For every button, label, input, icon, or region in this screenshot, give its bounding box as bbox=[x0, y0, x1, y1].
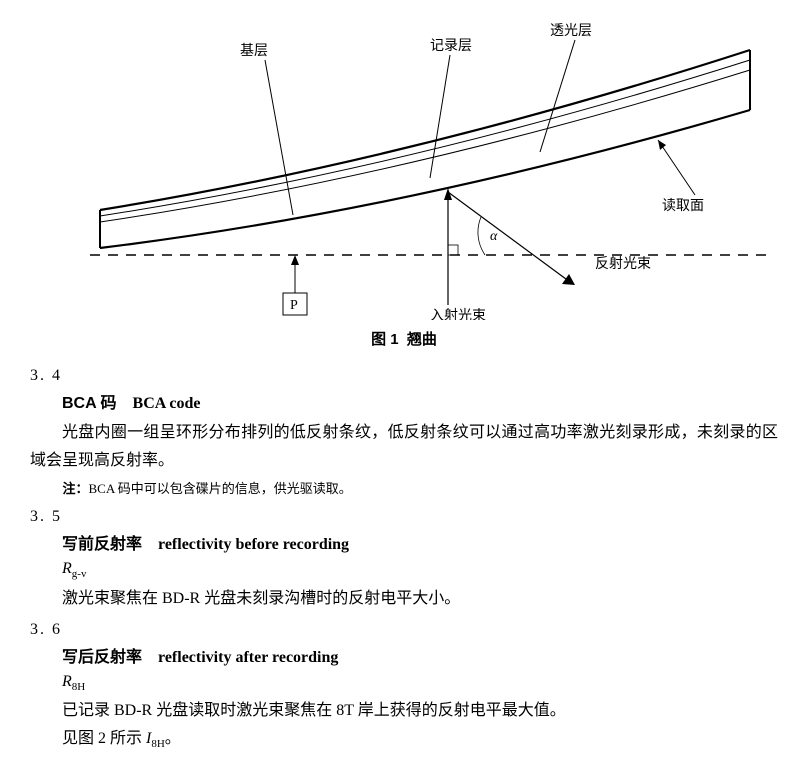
section-3-6-body1: 已记录 BD-R 光盘读取时激光束聚焦在 8T 岸上获得的反射电平最大值。 bbox=[62, 697, 778, 725]
right-angle-marker bbox=[448, 245, 458, 255]
body2-prefix: 见图 2 所示 bbox=[62, 730, 146, 747]
label-reading: 读取面 bbox=[662, 197, 704, 214]
disc-top-arc bbox=[100, 50, 750, 210]
disc-warp-svg: 基层 记录层 透光层 读取面 P 入射光束 反射光束 α bbox=[30, 10, 778, 320]
p-label: P bbox=[290, 298, 298, 313]
symbol-3-5: Rg-v bbox=[62, 560, 778, 580]
figure-caption: 图 1 翘曲 bbox=[30, 328, 778, 349]
section-3-6-number: 3. 6 bbox=[30, 621, 778, 639]
section-3-4-number: 3. 4 bbox=[30, 367, 778, 385]
term-cn-3-4: BCA 码 bbox=[62, 395, 117, 412]
figure-1-diagram: 基层 记录层 透光层 读取面 P 入射光束 反射光束 α bbox=[30, 10, 778, 320]
label-reflected: 反射光束 bbox=[595, 256, 651, 272]
angle-label: α bbox=[490, 229, 498, 244]
symbol-sub-3-5: g-v bbox=[72, 569, 87, 581]
term-en-3-4: BCA code bbox=[133, 395, 201, 412]
label-recording: 记录层 bbox=[430, 38, 472, 54]
leader-base bbox=[265, 60, 293, 215]
reflected-arrow bbox=[562, 274, 575, 285]
body2-sub: 8H bbox=[151, 738, 164, 750]
section-3-5-term: 写前反射率 reflectivity before recording bbox=[62, 530, 778, 554]
symbol-3-6: R8H bbox=[62, 673, 778, 693]
figure-title: 翘曲 bbox=[407, 331, 437, 348]
section-3-6-term: 写后反射率 reflectivity after recording bbox=[62, 643, 778, 667]
symbol-main-3-5: R bbox=[62, 560, 72, 577]
disc-bottom-arc bbox=[100, 110, 750, 248]
section-3-4-note: 注：BCA 码中可以包含碟片的信息，供光驱读取。 bbox=[63, 477, 779, 500]
leader-reading bbox=[658, 140, 695, 195]
arrow-reading bbox=[658, 140, 666, 150]
note-label-3-4: 注： bbox=[63, 481, 89, 496]
section-3-5-number: 3. 5 bbox=[30, 508, 778, 526]
label-base: 基层 bbox=[240, 42, 268, 59]
symbol-main-3-6: R bbox=[62, 673, 72, 690]
reflected-beam bbox=[448, 192, 570, 282]
leader-transmission bbox=[540, 40, 575, 152]
angle-arc bbox=[478, 217, 485, 255]
section-3-5-body: 激光束聚焦在 BD-R 光盘未刻录沟槽时的反射电平大小。 bbox=[62, 585, 778, 613]
body2-suffix: 。 bbox=[165, 730, 181, 747]
term-en-3-5: reflectivity before recording bbox=[158, 536, 349, 553]
label-transmission: 透光层 bbox=[550, 23, 592, 39]
symbol-sub-3-6: 8H bbox=[72, 681, 85, 693]
term-cn-3-5: 写前反射率 bbox=[62, 536, 142, 553]
leader-recording bbox=[430, 55, 450, 178]
figure-number: 图 1 bbox=[371, 331, 399, 348]
note-body-3-4: BCA 码中可以包含碟片的信息，供光驱读取。 bbox=[89, 481, 352, 496]
label-incident: 入射光束 bbox=[430, 308, 486, 320]
term-en-3-6: reflectivity after recording bbox=[158, 649, 338, 666]
term-cn-3-6: 写后反射率 bbox=[62, 649, 142, 666]
section-3-4-body: 光盘内圈一组呈环形分布排列的低反射条纹，低反射条纹可以通过高功率激光刻录形成，未… bbox=[30, 419, 778, 475]
section-3-4-term: BCA 码 BCA code bbox=[62, 389, 778, 413]
section-3-6-body2: 见图 2 所示 I8H。 bbox=[62, 725, 778, 754]
p-arrow-head bbox=[291, 255, 299, 265]
